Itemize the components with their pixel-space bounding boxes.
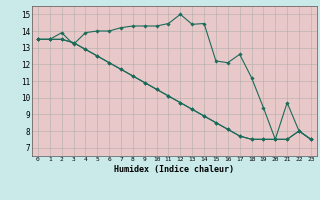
X-axis label: Humidex (Indice chaleur): Humidex (Indice chaleur) [115, 165, 234, 174]
